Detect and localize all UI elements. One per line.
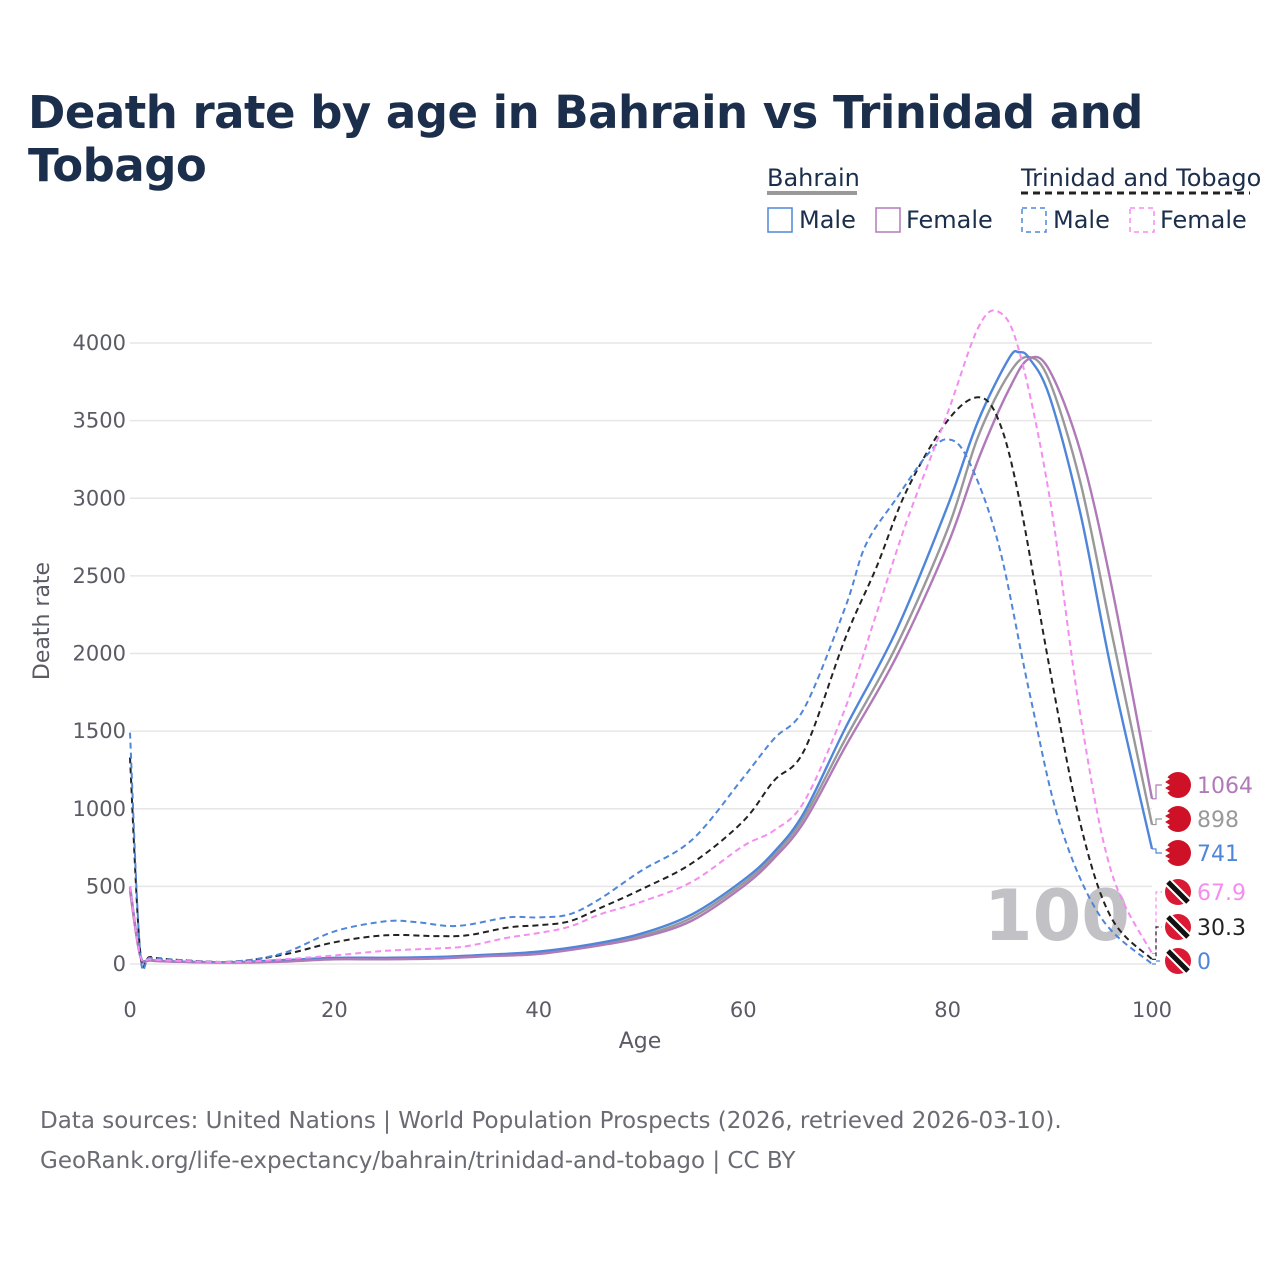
y-tick-label: 2500 [73,564,126,588]
y-tick-label: 4000 [73,331,126,355]
y-tick-label: 3500 [73,409,126,433]
legend-label-bahrain-female: Female [906,206,993,234]
y-tick-label: 1000 [73,797,126,821]
legend-group-bahrain: Bahrain [767,164,860,192]
bahrain-flag-icon [1165,772,1191,798]
bahrain-flag-stripe [1165,844,1170,862]
bahrain-flag-stripe [1165,776,1170,794]
x-axis-label: Age [619,1029,662,1054]
y-tick-label: 2000 [73,642,126,666]
end-label-leader [1152,848,1162,854]
y-tick-label: 500 [86,874,126,898]
x-axis: 0 20 40 60 80 100 [123,998,1172,1022]
end-value-label: 741 [1197,842,1239,867]
legend-label-trinidad-male: Male [1053,206,1110,234]
age-marker: 100 [984,875,1130,957]
series-line-trinidad-and-tobago-total [129,396,1153,969]
legend: Bahrain Male Female Trinidad and Tobago … [767,164,1261,234]
series-line-trinidad-and-tobago-male [129,438,1153,972]
legend-group-trinidad: Trinidad and Tobago [1020,164,1261,192]
series-lines [128,309,1154,972]
x-tick-label: 80 [934,998,961,1022]
y-tick-label: 1500 [73,719,126,743]
trinidad-flag-band-black [1166,949,1190,973]
end-label-leader [1152,818,1162,826]
grid [130,342,1152,965]
x-tick-label: 0 [123,998,136,1022]
x-tick-label: 60 [730,998,757,1022]
bahrain-flag-icon [1165,840,1191,866]
end-label-leader [1152,926,1162,960]
end-label-leader [1152,960,1162,965]
end-value-label: 1064 [1197,774,1253,799]
end-label-leader [1152,784,1162,800]
bahrain-flag-stripe [1165,810,1170,828]
end-value-label: 0 [1197,950,1211,975]
series-line-bahrain-female [128,355,1154,964]
end-value-label: 898 [1197,808,1239,833]
y-axis-label: Death rate [30,562,55,680]
x-tick-label: 100 [1132,998,1172,1022]
source-line-2[interactable]: GeoRank.org/life-expectancy/bahrain/trin… [40,1148,796,1174]
legend-swatch-trinidad-female [1129,207,1155,233]
chart-title: Death rate by age in Bahrain vs Trinidad… [28,86,1143,192]
y-tick-label: 0 [113,952,126,976]
end-labels: 1064 898 741 67.9 30.3 0 [1152,772,1253,975]
legend-label-bahrain-male: Male [799,206,856,234]
legend-label-trinidad-female: Female [1160,206,1247,234]
end-value-label: 67.9 [1197,881,1246,906]
trinidad-flag-band-black [1166,880,1190,904]
source-line-1: Data sources: United Nations | World Pop… [40,1108,1062,1134]
y-tick-label: 3000 [73,486,126,510]
end-label-leader [1152,891,1162,955]
bahrain-flag-icon [1165,806,1191,832]
x-tick-label: 40 [525,998,552,1022]
legend-swatch-bahrain-female [875,207,901,233]
legend-swatch-bahrain-male [767,207,793,233]
y-axis: 0 500 1000 1500 2000 2500 3000 3500 4000 [73,331,126,976]
x-tick-label: 20 [321,998,348,1022]
end-value-label: 30.3 [1197,916,1246,941]
legend-swatch-trinidad-male [1021,207,1047,233]
trinidad-flag-band-black [1166,915,1190,939]
